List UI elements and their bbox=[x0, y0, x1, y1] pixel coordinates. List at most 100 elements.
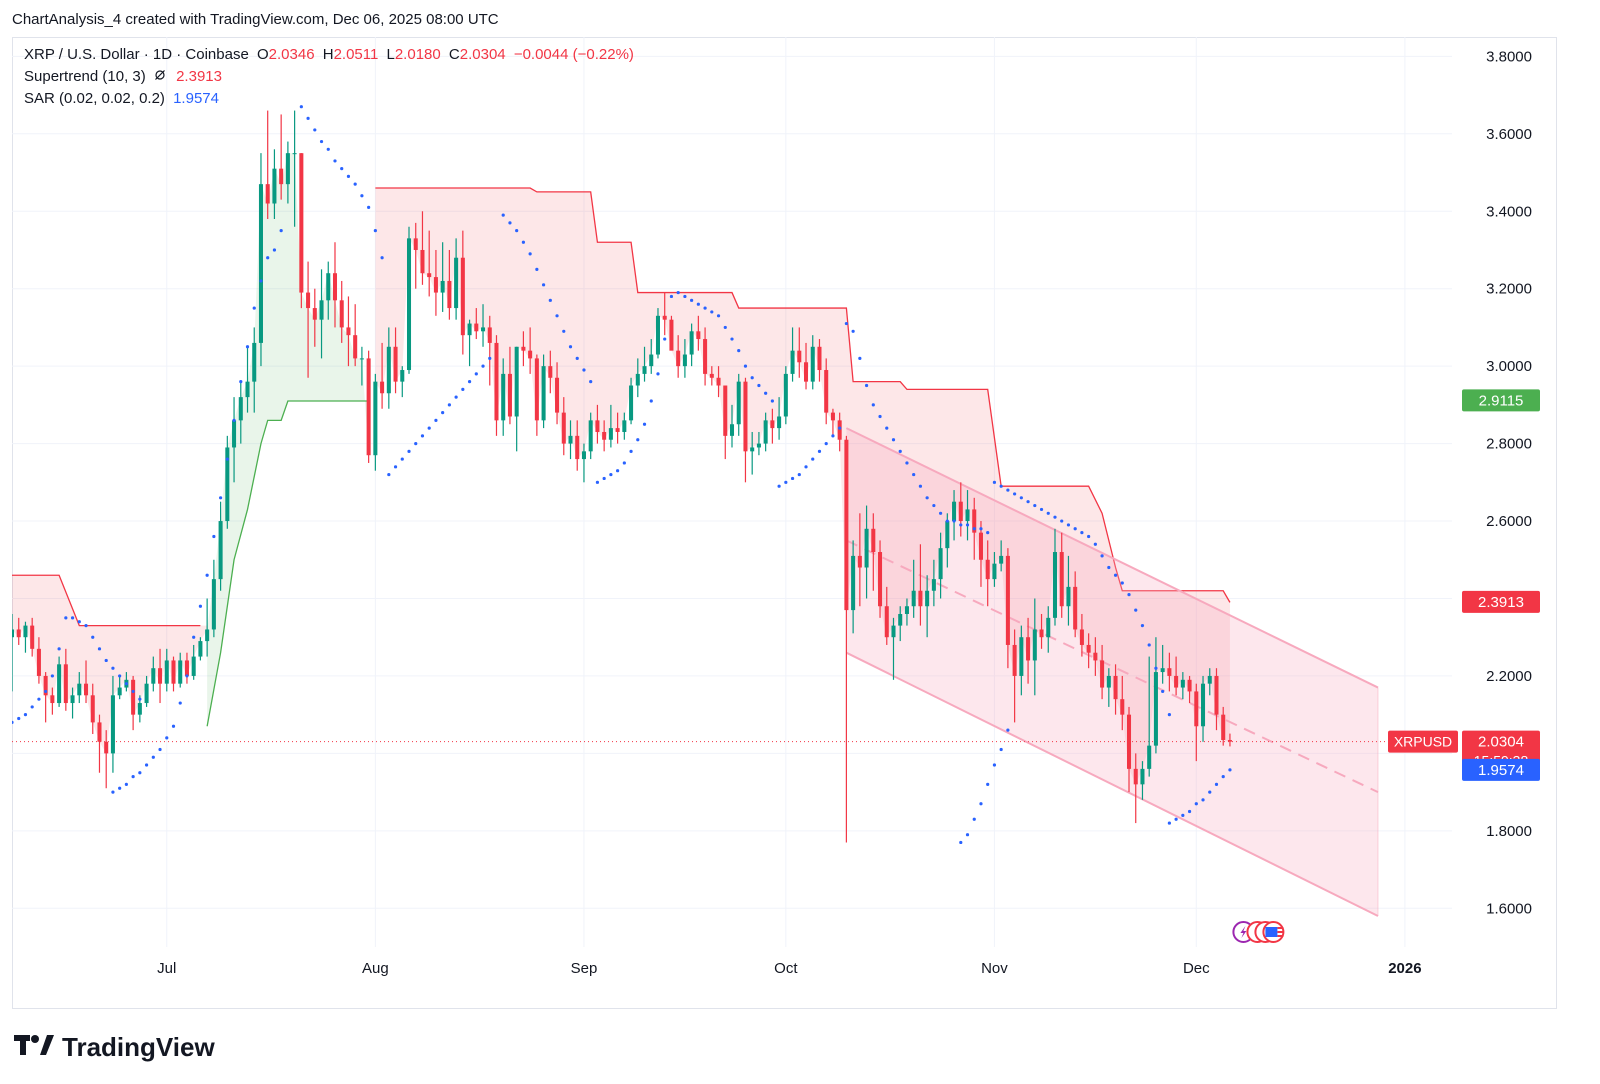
tradingview-logo[interactable]: TradingView bbox=[14, 1032, 215, 1062]
sar-dot bbox=[1066, 523, 1071, 527]
sar-dot bbox=[252, 306, 256, 310]
sar-dot bbox=[1019, 496, 1023, 500]
candle bbox=[501, 358, 506, 436]
candle bbox=[1019, 625, 1024, 696]
sar-dot bbox=[1080, 531, 1084, 535]
ohlc-row[interactable]: XRP / U.S. Dollar · 1D · Coinbase O2.034… bbox=[24, 44, 634, 66]
candle bbox=[1221, 706, 1226, 746]
sar-dot bbox=[393, 465, 398, 469]
sar-dot bbox=[1107, 565, 1111, 570]
low-value: 2.0180 bbox=[394, 46, 441, 63]
candle-body bbox=[548, 366, 553, 378]
sar-dot bbox=[44, 689, 48, 694]
supertrend-up-price-tag[interactable]: 2.9115 bbox=[1462, 389, 1540, 412]
candle-body bbox=[1227, 739, 1232, 742]
sar-dot bbox=[1046, 511, 1050, 515]
candle-body bbox=[864, 528, 869, 568]
sar-dot bbox=[118, 786, 122, 790]
candle bbox=[568, 420, 573, 460]
candle-body bbox=[541, 366, 546, 421]
candle-body bbox=[84, 683, 89, 696]
candle bbox=[918, 544, 923, 626]
sar-dot bbox=[326, 147, 330, 151]
candle-body bbox=[474, 323, 479, 332]
candle-body bbox=[420, 249, 425, 274]
candle-body bbox=[716, 377, 721, 386]
sar-dot bbox=[905, 461, 909, 465]
candle-body bbox=[393, 346, 398, 382]
candle-body bbox=[938, 548, 943, 580]
candle-body bbox=[810, 346, 815, 382]
candle-body bbox=[332, 273, 338, 301]
candle bbox=[615, 412, 620, 444]
sar-dot bbox=[1113, 573, 1118, 577]
candle bbox=[750, 431, 755, 475]
y-tick-label: 3.4000 bbox=[1486, 203, 1532, 220]
eye-off-icon[interactable] bbox=[154, 66, 168, 88]
candle-body bbox=[1019, 637, 1024, 676]
candle-body bbox=[299, 153, 304, 293]
candle bbox=[999, 540, 1004, 572]
price-chart[interactable]: 3.8000 3.6000 3.4000 3.2000 3.0000 2.8000 2.60… bbox=[12, 37, 1557, 1009]
sar-row[interactable]: SAR (0.02, 0.02, 0.2) 1.9574 bbox=[24, 88, 634, 110]
candle bbox=[117, 675, 122, 700]
chart-border bbox=[12, 37, 1557, 1009]
sar-dot bbox=[474, 372, 478, 376]
candle bbox=[507, 346, 512, 425]
sar-dot bbox=[212, 534, 216, 539]
candle-body bbox=[1026, 637, 1031, 661]
sar-dot bbox=[925, 496, 929, 500]
candle bbox=[245, 346, 250, 413]
sar-dot bbox=[158, 747, 162, 752]
sar-dot bbox=[1087, 534, 1091, 539]
sar-dot bbox=[548, 298, 552, 302]
sar-dot bbox=[138, 771, 142, 775]
chart-frame[interactable]: 3.8000 3.6000 3.4000 3.2000 3.0000 2.8000 2.60… bbox=[12, 37, 1557, 1009]
y-tick-label: 1.6000 bbox=[1486, 900, 1532, 917]
sar-dot bbox=[804, 465, 808, 469]
candle-body bbox=[992, 563, 997, 580]
sar-dot bbox=[965, 833, 970, 837]
candle bbox=[494, 335, 499, 436]
sar-dot bbox=[959, 523, 963, 527]
y-tick-label: 2.6000 bbox=[1486, 513, 1532, 530]
candle-body bbox=[386, 346, 391, 394]
candle bbox=[777, 397, 782, 440]
candle-body bbox=[622, 420, 627, 432]
candle bbox=[447, 249, 452, 320]
x-tick-label: Sep bbox=[571, 960, 598, 977]
sar-dots bbox=[12, 105, 1232, 845]
sar-dot bbox=[1093, 542, 1097, 546]
sar-dot bbox=[737, 349, 741, 353]
economic-events-icon[interactable] bbox=[1232, 921, 1285, 943]
candle-body bbox=[1133, 768, 1138, 785]
candle bbox=[1032, 598, 1037, 696]
sar-dot bbox=[616, 469, 620, 473]
close-value: 2.0304 bbox=[459, 46, 506, 63]
supertrend-row[interactable]: Supertrend (10, 3) 2.3913 bbox=[24, 66, 634, 88]
candle-body bbox=[555, 377, 560, 413]
candle bbox=[756, 431, 761, 456]
candle bbox=[50, 687, 55, 715]
candle bbox=[1046, 606, 1051, 653]
x-tick-label: Oct bbox=[774, 960, 798, 977]
candle-body bbox=[440, 280, 445, 293]
sar-price-tag[interactable]: 1.9574 bbox=[1462, 758, 1540, 781]
sar-dot bbox=[441, 411, 445, 415]
candle-body bbox=[306, 292, 311, 309]
candle-body bbox=[97, 722, 102, 742]
candle bbox=[804, 342, 809, 390]
sar-dot bbox=[858, 356, 862, 361]
candle-body bbox=[534, 358, 539, 421]
candle-body bbox=[568, 435, 573, 444]
sar-dot bbox=[245, 345, 250, 349]
candle bbox=[662, 292, 667, 336]
candle bbox=[629, 377, 634, 425]
sar-dot bbox=[266, 256, 270, 260]
candle bbox=[1066, 555, 1071, 626]
candle bbox=[440, 242, 445, 312]
candle-body bbox=[198, 641, 203, 657]
supertrend-down-price-tag[interactable]: 2.3913 bbox=[1462, 590, 1540, 613]
candle-body bbox=[925, 590, 930, 607]
candle bbox=[70, 687, 75, 719]
